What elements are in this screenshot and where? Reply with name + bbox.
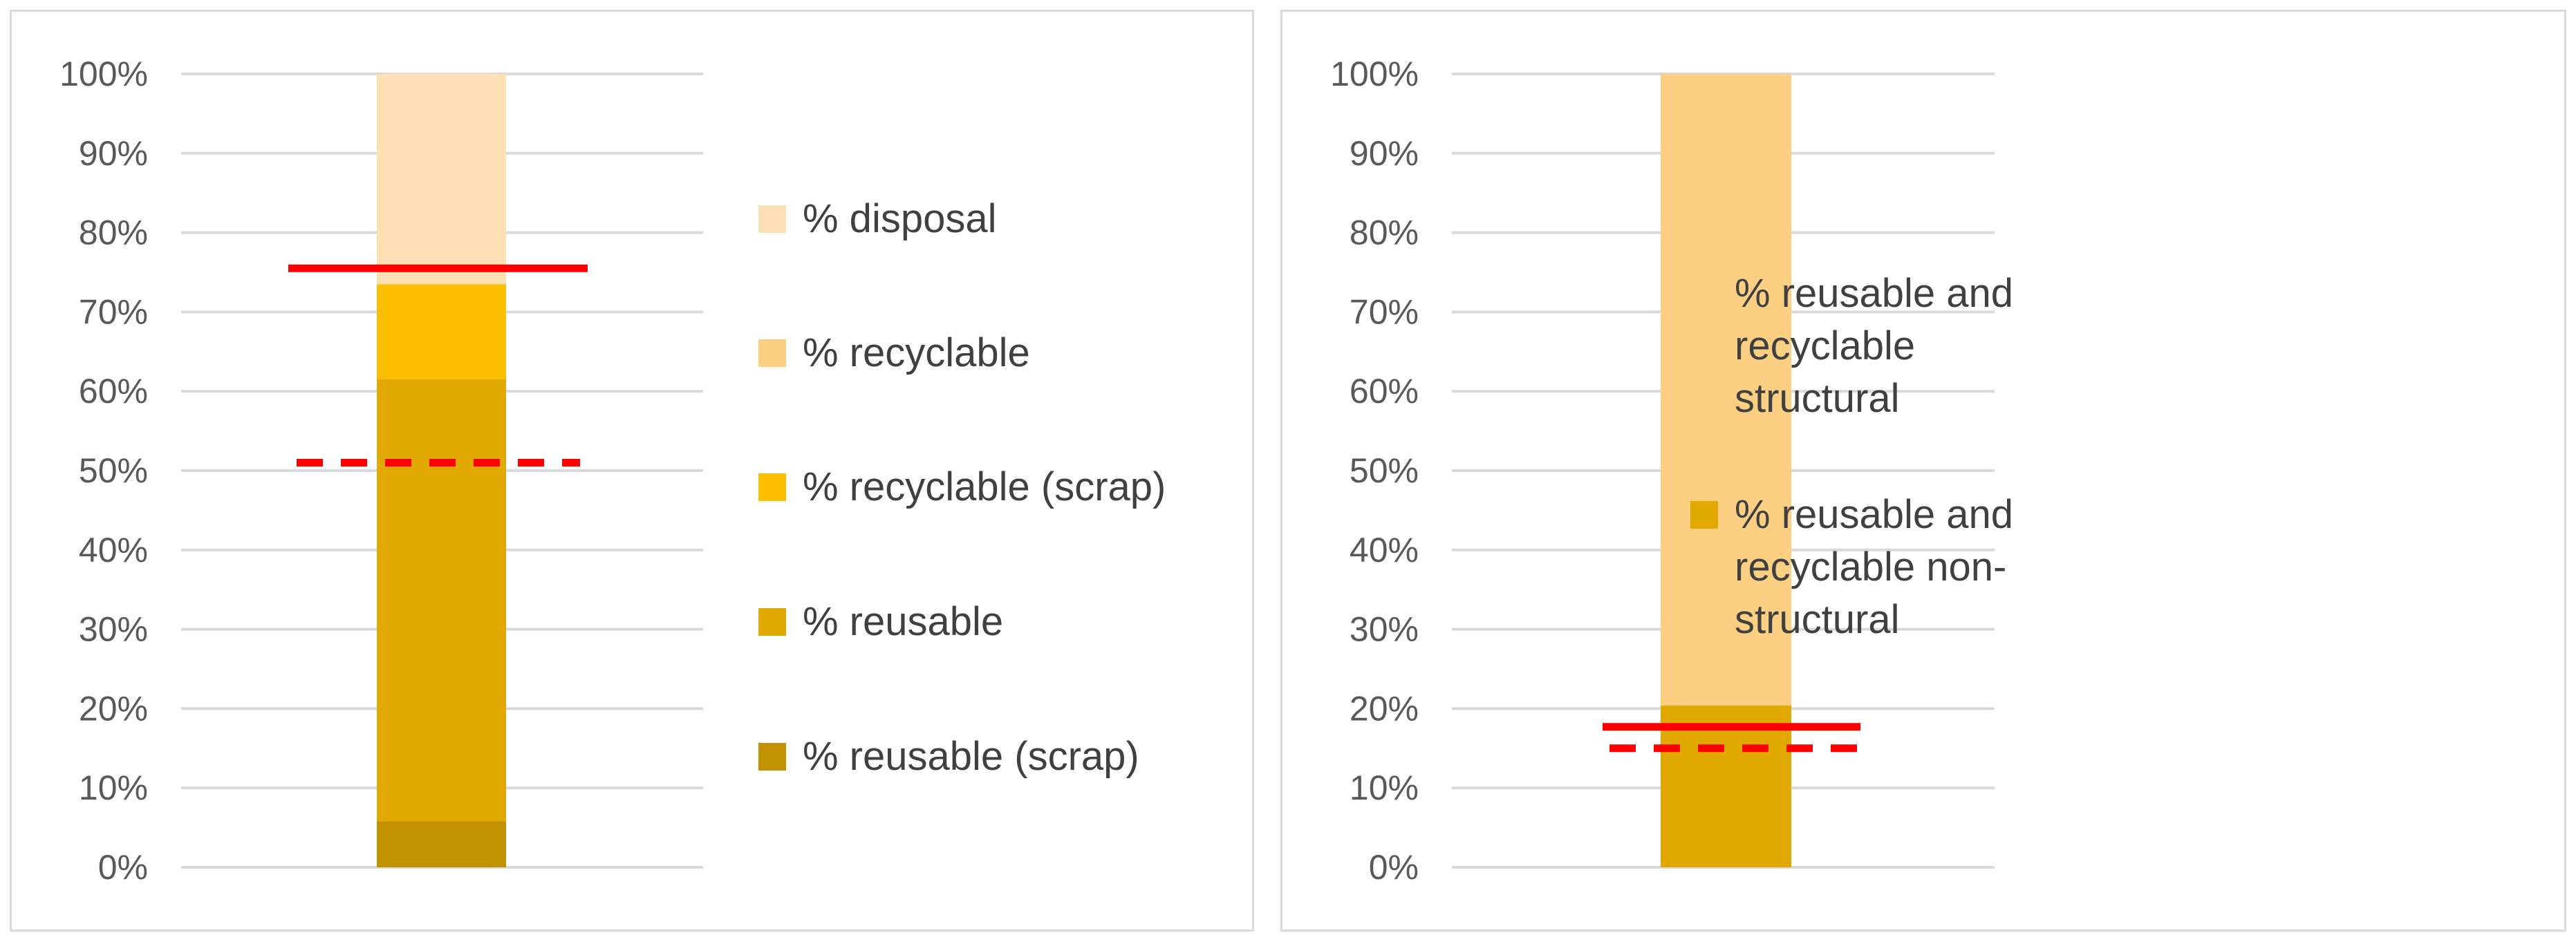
y-tick-label: 60% bbox=[1350, 372, 1419, 410]
legend-item: % reusable and recyclable non-structural bbox=[1690, 489, 2013, 646]
bar-segment bbox=[377, 74, 506, 285]
y-tick-label: 30% bbox=[1350, 610, 1419, 649]
bar-segment bbox=[377, 821, 506, 867]
bar-segment bbox=[377, 379, 506, 822]
legend-label-line: % reusable and bbox=[1735, 492, 2014, 537]
chart-panel-right: 0% 10% 20% 30% 40% 50% 60% 70% 80% 90% 100% % reus… bbox=[1280, 10, 2566, 932]
chart-panel-left: 0% 10% 20% 30% 40% 50% 60% 70% 80% 90% 100% % disp… bbox=[10, 10, 1254, 932]
bar-segment bbox=[377, 284, 506, 379]
bar-segment bbox=[1661, 705, 1791, 867]
y-tick-label: 0% bbox=[98, 848, 148, 887]
y-tick-label: 20% bbox=[1350, 689, 1419, 728]
legend-label: % recyclable (scrap) bbox=[803, 464, 1166, 509]
y-tick-label: 30% bbox=[79, 610, 148, 649]
legend-label: % reusable bbox=[803, 599, 1004, 644]
legend-label-line: structural bbox=[1735, 376, 1900, 421]
y-tick-label: 20% bbox=[79, 689, 148, 728]
chart-left: 0% 10% 20% 30% 40% 50% 60% 70% 80% 90% 100% bbox=[59, 55, 703, 887]
y-tick-label: 10% bbox=[79, 768, 148, 807]
y-tick-label: 50% bbox=[1350, 451, 1419, 490]
y-tick-label: 100% bbox=[59, 55, 148, 93]
legend-item: % reusable (scrap) bbox=[758, 730, 1139, 783]
y-tick-label: 80% bbox=[79, 214, 148, 252]
legend-item: % recyclable bbox=[758, 327, 1030, 379]
y-tick-label: 100% bbox=[1330, 55, 1419, 93]
legend-swatch bbox=[758, 473, 786, 501]
y-tick-label: 40% bbox=[1350, 531, 1419, 569]
legend-swatch bbox=[758, 608, 786, 636]
legend-label-line: structural bbox=[1735, 597, 1900, 642]
bar-segment bbox=[1661, 74, 1791, 706]
y-tick-label: 50% bbox=[79, 451, 148, 490]
legend-label-line: recyclable bbox=[1735, 323, 1916, 368]
legend-item: % recyclable (scrap) bbox=[758, 461, 1166, 513]
y-tick-label: 60% bbox=[79, 372, 148, 410]
legend-item: % reusable and recyclable structural bbox=[1690, 267, 2013, 425]
legend-swatch bbox=[1690, 280, 1718, 308]
legend-swatch bbox=[758, 743, 786, 771]
legend-label-line: recyclable non- bbox=[1735, 545, 2007, 589]
legend-item: % disposal bbox=[758, 193, 996, 245]
legend-label: % disposal bbox=[803, 196, 997, 241]
legend-swatch bbox=[1690, 501, 1718, 529]
legend-label: % reusable and recyclable structural bbox=[1735, 267, 2013, 425]
chart-right: 0% 10% 20% 30% 40% 50% 60% 70% 80% 90% 100% bbox=[1330, 55, 1995, 887]
y-tick-label: 80% bbox=[1350, 214, 1419, 252]
y-tick-label: 90% bbox=[1350, 134, 1419, 173]
legend-swatch bbox=[758, 205, 786, 233]
legend-label: % reusable and recyclable non-structural bbox=[1735, 489, 2013, 646]
y-tick-label: 90% bbox=[79, 134, 148, 173]
y-tick-label: 0% bbox=[1369, 848, 1419, 887]
legend-label: % recyclable bbox=[803, 330, 1030, 375]
y-tick-label: 70% bbox=[79, 292, 148, 331]
legend-label-line: % reusable and bbox=[1735, 271, 2014, 316]
legend-label: % reusable (scrap) bbox=[803, 734, 1139, 779]
y-tick-label: 10% bbox=[1350, 768, 1419, 807]
legend-swatch bbox=[758, 339, 786, 367]
y-tick-label: 70% bbox=[1350, 292, 1419, 331]
legend-item: % reusable bbox=[758, 596, 1003, 648]
y-tick-label: 40% bbox=[79, 531, 148, 569]
